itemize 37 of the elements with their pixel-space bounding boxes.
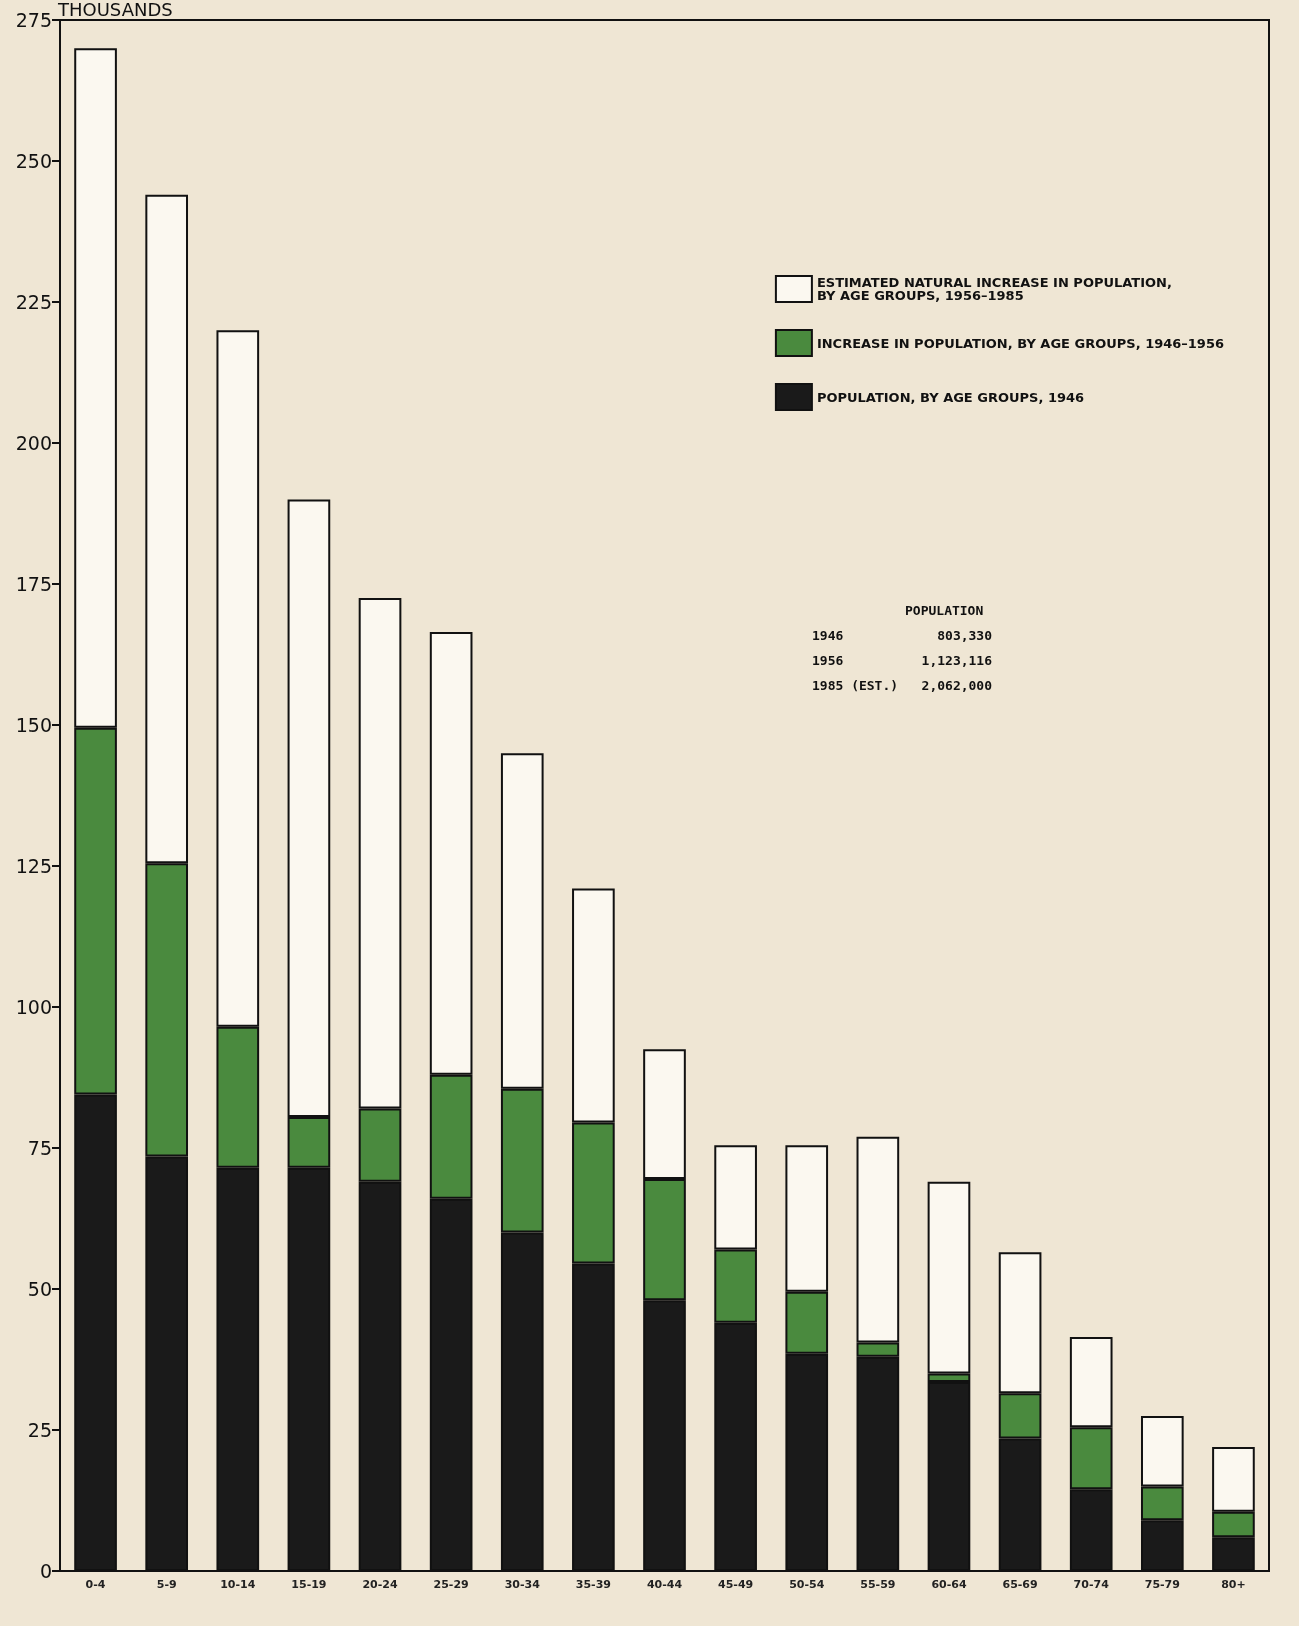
y-tick-label: 100 — [15, 996, 52, 1018]
legend-label: ESTIMATED NATURAL INCREASE IN POPULATION, BY AGE GROUPS, 1956–1985 — [816, 275, 1172, 303]
legend-label: INCREASE IN POPULATION, BY AGE GROUPS, 1946–1956 — [816, 335, 1225, 351]
x-tick-label: 50-54 — [789, 1578, 825, 1591]
y-tick-label: 125 — [15, 855, 52, 877]
x-tick-label: 25-29 — [433, 1578, 469, 1591]
x-tick-label: 55-59 — [860, 1578, 896, 1591]
annotation: 1956 1,123,116 — [812, 653, 993, 668]
y-tick-label: 175 — [15, 573, 52, 595]
x-tick-label: 35-39 — [575, 1578, 611, 1591]
y-tick-label: 150 — [15, 714, 52, 736]
annotation: 1946 803,330 — [812, 628, 993, 643]
x-tick-label: 80+ — [1221, 1578, 1246, 1591]
x-tick-label: 45-49 — [718, 1578, 754, 1591]
y-tick-label: 225 — [15, 291, 52, 313]
y-tick-label: 75 — [27, 1137, 52, 1159]
x-tick-label: 40-44 — [646, 1578, 683, 1591]
x-tick-label: 0-4 — [85, 1578, 106, 1591]
y-tick-label: 250 — [15, 150, 52, 172]
annotation: 1985 (EST.) 2,062,000 — [812, 678, 993, 693]
y-axis-title: THOUSANDS — [57, 0, 173, 20]
y-tick-label: 0 — [39, 1560, 52, 1582]
x-tick-label: 65-69 — [1002, 1578, 1038, 1591]
y-tick-label: 200 — [15, 432, 52, 454]
y-tick-label: 50 — [27, 1278, 52, 1300]
y-tick-label: 275 — [15, 9, 52, 31]
x-tick-label: 20-24 — [362, 1578, 398, 1591]
x-tick-label: 30-34 — [504, 1578, 541, 1591]
x-tick-label: 15-19 — [291, 1578, 327, 1591]
annotation: POPULATION — [905, 603, 984, 618]
x-tick-label: 10-14 — [220, 1578, 256, 1591]
x-tick-label: 70-74 — [1073, 1578, 1110, 1591]
legend-label: POPULATION, BY AGE GROUPS, 1946 — [816, 389, 1085, 405]
x-tick-label: 60-64 — [931, 1578, 967, 1591]
x-tick-label: 5-9 — [156, 1578, 177, 1591]
y-tick-label: 25 — [27, 1419, 52, 1441]
x-tick-label: 75-79 — [1144, 1578, 1180, 1591]
